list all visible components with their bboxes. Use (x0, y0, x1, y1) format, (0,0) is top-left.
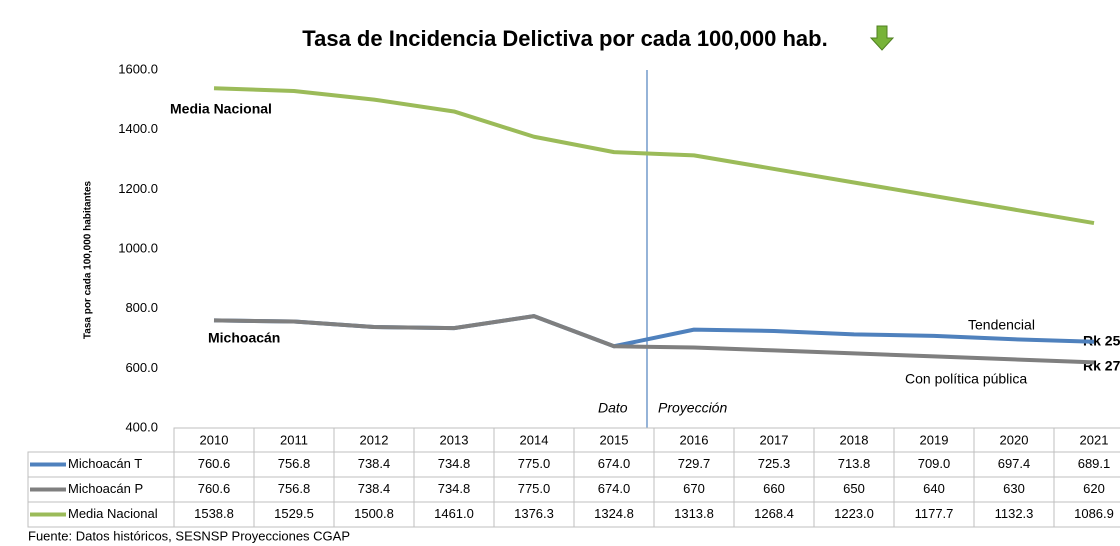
table-value: 1500.8 (354, 506, 394, 521)
series-line (213, 86, 1095, 226)
table-value: 1268.4 (754, 506, 794, 521)
table-value: 1324.8 (594, 506, 634, 521)
table-value: 1376.3 (514, 506, 554, 521)
table-cell (173, 427, 1120, 453)
table-value: 1461.0 (434, 506, 474, 521)
table-value: 620 (1083, 481, 1105, 496)
series-line (213, 314, 1095, 349)
annotation: Michoacán (208, 330, 280, 346)
annotation: Rk 27 (1083, 358, 1120, 374)
annotation: Proyección (658, 400, 727, 416)
source: Fuente: Datos históricos, SESNSP Proyecc… (28, 528, 350, 543)
table-value: 689.1 (1078, 456, 1111, 471)
table-row (27, 501, 1120, 528)
legend-label: Michoacán P (68, 481, 143, 496)
table-value: 1132.3 (995, 506, 1034, 521)
y-tick-label: 600.0 (125, 360, 158, 375)
table-value: 640 (923, 481, 945, 496)
table-value: 729.7 (678, 456, 711, 471)
annotation: Media Nacional (170, 101, 272, 117)
y-tick-label: 800.0 (125, 300, 158, 315)
table-value: 775.0 (518, 456, 551, 471)
table-value: 630 (1003, 481, 1025, 496)
x-tick-label: 2020 (1000, 432, 1029, 447)
table-value: 713.8 (838, 456, 871, 471)
x-tick-label: 2013 (440, 432, 469, 447)
arrow-icon (869, 25, 895, 51)
y-tick-label: 1200.0 (118, 181, 158, 196)
table-value: 660 (763, 481, 785, 496)
chart-title: Tasa de Incidencia Delictiva por cada 10… (302, 26, 827, 51)
y-tick-label: 1600.0 (118, 61, 158, 76)
table-value: 674.0 (598, 481, 631, 496)
x-tick-label: 2019 (920, 432, 949, 447)
x-tick-label: 2014 (520, 432, 549, 447)
table-value: 775.0 (518, 481, 551, 496)
table-value: 1313.8 (674, 506, 714, 521)
table-value: 734.8 (438, 481, 471, 496)
table-value: 734.8 (438, 456, 471, 471)
table-value: 650 (843, 481, 865, 496)
table-value: 670 (683, 481, 705, 496)
table-value: 1538.8 (194, 506, 234, 521)
annotation: Tendencial (968, 317, 1035, 333)
x-tick-label: 2021 (1080, 432, 1109, 447)
x-tick-label: 2011 (280, 432, 308, 447)
y-tick-label: 400.0 (125, 419, 158, 434)
table-value: 697.4 (998, 456, 1031, 471)
table-value: 725.3 (758, 456, 791, 471)
table-value: 738.4 (358, 456, 391, 471)
x-tick-label: 2016 (680, 432, 709, 447)
table-value: 674.0 (598, 456, 631, 471)
annotation: Con política pública (905, 371, 1027, 387)
table-value: 756.8 (278, 481, 311, 496)
table-value: 1177.7 (915, 506, 954, 521)
x-tick-label: 2010 (200, 432, 229, 447)
y-tick-label: 1000.0 (118, 240, 158, 255)
table-value: 760.6 (198, 481, 231, 496)
x-tick-label: 2012 (360, 432, 389, 447)
table-value: 709.0 (918, 456, 951, 471)
series-line (213, 314, 1095, 365)
table-value: 1086.9 (1074, 506, 1114, 521)
x-tick-label: 2017 (760, 432, 789, 447)
legend-label: Media Nacional (68, 506, 158, 521)
y-axis-label: Tasa por cada 100,000 habitantes (83, 180, 94, 339)
x-tick-label: 2015 (600, 432, 629, 447)
table-value: 738.4 (358, 481, 391, 496)
table-value: 756.8 (278, 456, 311, 471)
table-value: 760.6 (198, 456, 231, 471)
y-tick-label: 1400.0 (118, 121, 158, 136)
legend-label: Michoacán T (68, 456, 142, 471)
x-tick-label: 2018 (840, 432, 869, 447)
annotation: Dato (598, 400, 628, 416)
table-value: 1223.0 (834, 506, 874, 521)
annotation: Rk 25 (1083, 333, 1120, 349)
table-value: 1529.5 (274, 506, 314, 521)
